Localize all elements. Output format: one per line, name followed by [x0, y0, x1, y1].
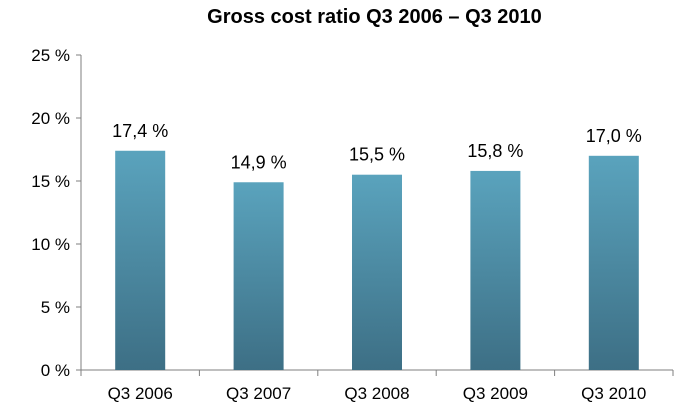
x-tick-label: Q3 2008 — [344, 384, 409, 403]
data-label: 14,9 % — [231, 152, 287, 172]
x-tick-label: Q3 2009 — [463, 384, 528, 403]
y-tick-label: 5 % — [41, 298, 70, 317]
data-label: 17,4 % — [112, 121, 168, 141]
axes: 0 % 5 % 10 % 15 % 20 % 25 % — [31, 46, 674, 380]
bars — [115, 150, 639, 370]
bar — [352, 174, 402, 370]
bar — [470, 170, 521, 370]
bar — [233, 182, 284, 370]
data-label: 15,8 % — [467, 141, 523, 161]
y-tick-label: 10 % — [31, 235, 70, 254]
bar — [588, 155, 639, 370]
x-tick-label: Q3 2007 — [226, 384, 291, 403]
chart-title: Gross cost ratio Q3 2006 – Q3 2010 — [207, 6, 542, 28]
data-label: 17,0 % — [586, 126, 642, 146]
y-tick-label: 15 % — [31, 172, 70, 191]
x-tick-label: Q3 2010 — [581, 384, 646, 403]
x-tick-label: Q3 2006 — [108, 384, 173, 403]
y-tick-label: 20 % — [31, 109, 70, 128]
y-tick-label: 0 % — [41, 361, 70, 380]
labels: 17,4 % Q3 2006 14,9 % Q3 2007 15,5 % Q3 2008 1… — [108, 121, 647, 403]
data-label: 15,5 % — [349, 145, 405, 165]
y-tick-label: 25 % — [31, 46, 70, 65]
bar — [115, 150, 166, 370]
